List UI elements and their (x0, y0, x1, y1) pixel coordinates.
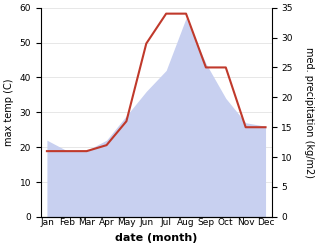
X-axis label: date (month): date (month) (115, 233, 197, 243)
Y-axis label: med. precipitation (kg/m2): med. precipitation (kg/m2) (304, 47, 314, 178)
Y-axis label: max temp (C): max temp (C) (4, 79, 14, 146)
